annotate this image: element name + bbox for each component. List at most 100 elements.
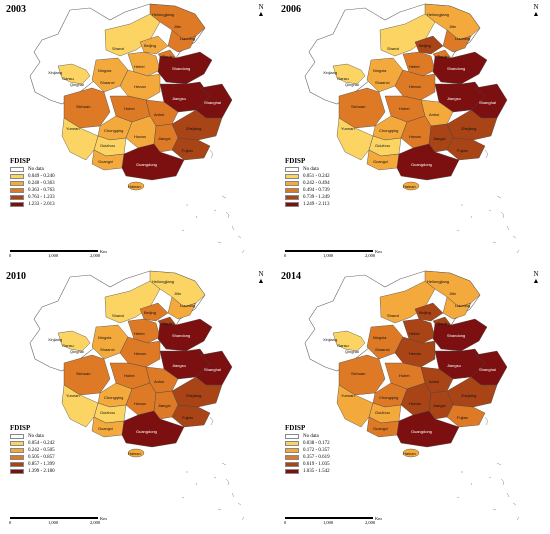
label-hunan: Hunan — [134, 134, 146, 139]
label-liaoning: Liaoning — [455, 36, 470, 41]
label-chongqing: Chongqing — [104, 395, 123, 400]
label-sichuan: Sichuan — [351, 371, 365, 376]
label-gansu: Gansu — [62, 343, 74, 348]
label-fujian: Fujian — [457, 148, 468, 153]
legend-item: No data — [285, 433, 330, 440]
label-shaanxi: Shaanxi — [100, 347, 115, 352]
region-henan — [119, 69, 161, 101]
legend-item: 0.038 - 0.172 — [285, 440, 330, 447]
label-beijing: Beijing — [144, 43, 156, 48]
label-tianjin: Tianjin — [162, 54, 174, 59]
region-yunnan — [336, 384, 374, 428]
legend-label: 0.363 - 0.763 — [28, 188, 55, 193]
legend-item: No data — [10, 433, 55, 440]
legend-swatch — [10, 174, 24, 179]
label-guangdong: Guangdong — [136, 429, 157, 434]
legend-item: No data — [10, 166, 55, 173]
label-guangdong: Guangdong — [411, 162, 432, 167]
label-jilin: Jilin — [174, 291, 181, 296]
legend-item: 0.054 - 0.242 — [10, 440, 55, 447]
scale-tick-0: 0 — [284, 520, 287, 525]
label-tianjin: Tianjin — [162, 321, 174, 326]
label-qinghai: Qinghai — [345, 349, 359, 354]
legend-item: 0.763 - 1.233 — [10, 194, 55, 201]
south-sea-islands — [456, 416, 520, 521]
region-beijing — [139, 302, 169, 322]
label-fujian: Fujian — [182, 148, 193, 153]
label-yunnan: Yunnan — [341, 126, 355, 131]
label-jiangsu: Jiangsu — [447, 363, 461, 368]
region-henan — [394, 69, 436, 101]
region-hainan — [127, 448, 145, 458]
scale-unit: Km — [100, 516, 107, 521]
label-zhejiang: Zhejiang — [461, 126, 476, 131]
legend-swatch — [285, 181, 299, 186]
region-beijing — [139, 35, 169, 55]
label-hainan: Hainan — [128, 451, 141, 456]
legend-label: 0.038 - 0.172 — [303, 441, 330, 446]
label-jiangxi: Jiangxi — [433, 136, 446, 141]
label-hunan: Hunan — [409, 134, 421, 139]
legend-swatch — [10, 434, 24, 439]
label-beijing: Beijing — [144, 310, 156, 315]
legend-title: FDISP — [285, 424, 306, 432]
label-hainan: Hainan — [403, 184, 416, 189]
label-hebei: Hebei — [409, 331, 420, 336]
legend-label: No data — [28, 434, 44, 439]
region-guangdong — [396, 410, 460, 448]
legend: FDISP No data 0.051 - 0.242 0.242 - 0.494 0… — [285, 158, 330, 208]
legend-label: No data — [303, 434, 319, 439]
legend-swatch — [285, 455, 299, 460]
label-xinjiang: Xinjiang — [48, 337, 62, 342]
legend-label: 0.054 - 0.242 — [28, 441, 55, 446]
legend-item: 0.172 - 0.357 — [285, 447, 330, 454]
legend-swatch — [285, 167, 299, 172]
legend-swatch — [10, 469, 24, 474]
province-labels: Heilongjiang Jilin Liaoning Beijing Tian… — [323, 279, 496, 456]
label-guizhou: Guizhou — [100, 143, 115, 148]
region-shandong — [157, 51, 213, 85]
label-gansu: Gansu — [62, 76, 74, 81]
label-hebei: Hebei — [134, 331, 145, 336]
scale-tick-0: 0 — [284, 253, 287, 258]
scale-tick-2000: 2,000 — [365, 520, 376, 525]
label-ningxia: Ningxia — [98, 335, 112, 340]
label-shanxi: Shanxi — [387, 313, 399, 318]
legend-label: 0.357 - 0.619 — [303, 455, 330, 460]
region-beijing — [414, 302, 444, 322]
region-henan — [119, 336, 161, 368]
province-labels: Heilongjiang Jilin Liaoning Beijing Tian… — [323, 12, 496, 189]
label-hunan: Hunan — [409, 401, 421, 406]
label-jilin: Jilin — [174, 24, 181, 29]
legend-item: 0.494 - 0.739 — [285, 187, 330, 194]
north-arrow-icon: N ▲ — [532, 3, 540, 18]
north-arrow-icon: N ▲ — [257, 270, 265, 285]
label-sichuan: Sichuan — [351, 104, 365, 109]
label-jiangxi: Jiangxi — [433, 403, 446, 408]
label-hunan: Hunan — [134, 401, 146, 406]
year-title: 2006 — [281, 4, 301, 15]
label-jiangsu: Jiangsu — [172, 363, 186, 368]
china-map: Heilongjiang Jilin Liaoning Beijing Tian… — [304, 3, 520, 254]
label-shanxi: Shanxi — [387, 46, 399, 51]
legend-swatch — [285, 448, 299, 453]
label-shandong: Shandong — [172, 333, 190, 338]
legend-swatch — [285, 195, 299, 200]
region-shandong — [432, 318, 488, 352]
south-sea-islands — [456, 149, 520, 254]
legend-label: 0.739 - 1.249 — [303, 195, 330, 200]
legend-title: FDISP — [10, 424, 31, 432]
scale-bar: 0 1,000 2,000 Km — [9, 249, 107, 260]
label-henan: Henan — [134, 351, 146, 356]
label-gansu: Gansu — [337, 343, 349, 348]
legend-item: 1.035 - 1.542 — [285, 468, 330, 475]
region-yunnan — [61, 117, 99, 161]
china-map: Heilongjiang Jilin Liaoning Beijing Tian… — [304, 270, 520, 521]
label-anhui: Anhui — [429, 112, 439, 117]
label-guangxi: Guangxi — [98, 426, 113, 431]
scale-tick-1000: 1,000 — [48, 253, 59, 258]
label-jiangxi: Jiangxi — [158, 136, 171, 141]
label-guangxi: Guangxi — [98, 159, 113, 164]
legend-label: 1.249 - 2.113 — [303, 202, 330, 207]
label-jiangxi: Jiangxi — [158, 403, 171, 408]
